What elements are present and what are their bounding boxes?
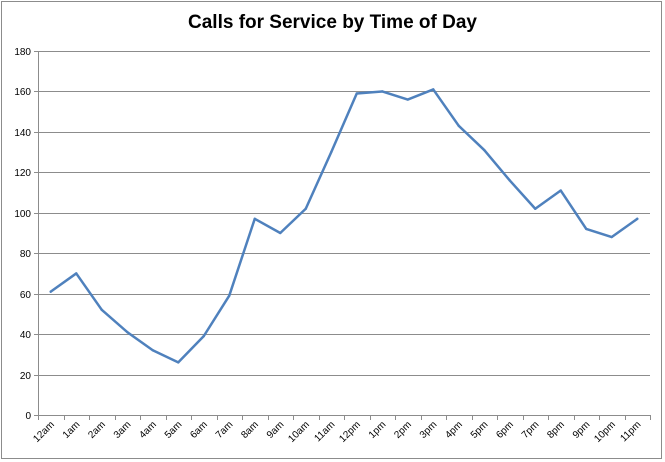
x-tick-label: 2am (86, 419, 108, 441)
data-point (457, 124, 460, 128)
x-tick-label: 6pm (494, 419, 516, 441)
data-point (406, 98, 409, 101)
x-tick-label: 1pm (367, 419, 389, 441)
x-tick-label: 2pm (392, 419, 414, 441)
x-tick-label: 10pm (592, 419, 617, 444)
data-point (228, 294, 231, 297)
axes (34, 51, 651, 420)
y-tick-label: 0 (25, 411, 31, 422)
data-point (432, 88, 435, 91)
x-tick-label: 5pm (469, 419, 491, 441)
x-tick-label: 3am (112, 419, 134, 441)
x-tick-label: 8pm (545, 419, 567, 441)
data-point (330, 150, 333, 154)
data-point (151, 349, 154, 352)
x-tick-label: 4am (137, 419, 159, 441)
data-point (381, 90, 384, 93)
x-tick-label: 9pm (571, 419, 593, 441)
data-point (253, 217, 256, 221)
y-tick-label: 180 (14, 47, 31, 58)
y-tick-label: 20 (20, 371, 32, 382)
data-point (610, 235, 613, 239)
y-tick-label: 80 (20, 249, 32, 260)
data-point (75, 272, 78, 275)
x-tick-label: 11pm (618, 419, 643, 444)
x-tick-label: 9am (265, 419, 287, 441)
y-tick-label: 60 (20, 290, 32, 301)
y-tick-label: 40 (20, 330, 32, 341)
series-layer (49, 88, 639, 364)
x-tick-label: 3pm (418, 419, 440, 441)
x-tick-label: 12am (31, 419, 56, 444)
x-tick-label: 1am (61, 419, 83, 441)
y-tick-label: 120 (14, 168, 31, 179)
data-point (585, 227, 588, 231)
y-tick-label: 140 (14, 128, 31, 139)
data-point (534, 207, 537, 210)
data-point (126, 330, 129, 334)
data-point (100, 308, 103, 312)
x-tick-label: 11am (312, 419, 337, 444)
x-axis-tick-labels: 12am 1am 2am 3am 4am 5am 6am 7am 8am 9am 10am 11am 1… (31, 419, 643, 444)
data-point (355, 92, 358, 95)
data-point (304, 207, 307, 210)
data-point (279, 231, 282, 235)
x-tick-label: 4pm (443, 419, 465, 441)
x-tick-label: 10am (286, 419, 311, 444)
data-point (636, 217, 639, 221)
data-point (483, 148, 486, 152)
x-tick-label: 7am (214, 419, 236, 441)
x-tick-label: 5am (163, 419, 185, 441)
x-tick-label: 12pm (337, 419, 362, 444)
chart-title: Calls for Service by Time of Day (188, 12, 477, 33)
data-point (559, 189, 562, 192)
series-line (49, 88, 639, 364)
y-tick-label: 100 (14, 209, 31, 220)
y-axis-tick-labels: 0 20 40 60 80 100 120 140 160 180 (14, 47, 31, 422)
y-tick-label: 160 (14, 87, 31, 98)
gridlines (38, 51, 650, 376)
data-point (49, 290, 52, 293)
x-tick-label: 6am (188, 419, 210, 441)
data-point (177, 361, 180, 364)
x-tick-label: 7pm (520, 419, 542, 441)
data-point (508, 179, 511, 182)
data-point (202, 334, 205, 338)
x-tick-label: 8am (239, 419, 261, 441)
